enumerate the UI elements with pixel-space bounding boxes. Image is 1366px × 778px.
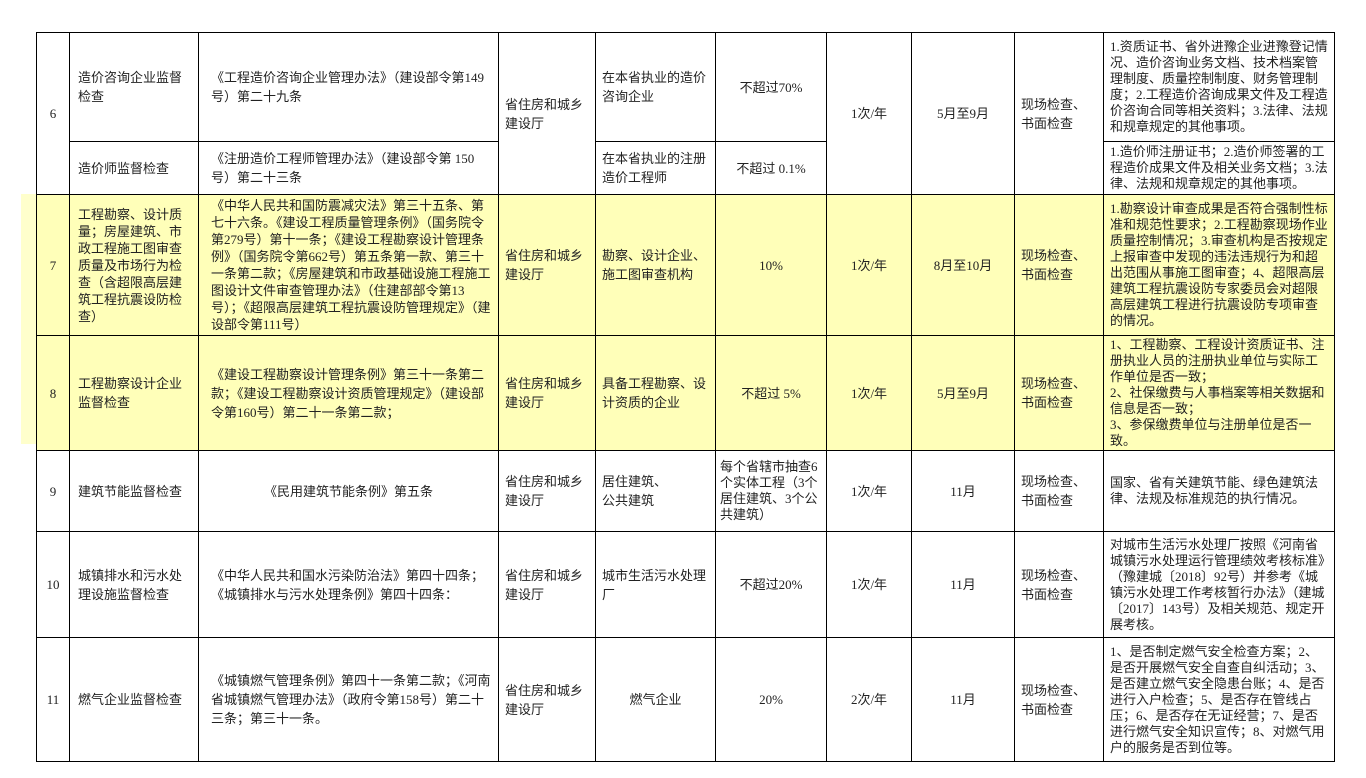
legal-basis: 《民用建筑节能条例》第五条 (198, 450, 499, 532)
inspection-item: 工程勘察、设计质量；房屋建筑、市政工程施工图审查质量及市场行为检查（含超限高层建… (69, 194, 199, 336)
inspection-item: 建筑节能监督检查 (69, 450, 199, 532)
table-row: 8 工程勘察设计企业监督检查 《建设工程勘察设计管理条例》第三十一条第二款；《建… (36, 335, 1335, 451)
table-row: 6 造价咨询企业监督检查 《工程造价咨询企业管理办法》（建设部令第149号）第二… (36, 32, 1335, 195)
row-number: 7 (36, 194, 70, 336)
inspection-content: 1.造价师注册证书；2.造价师签署的工程造价成果文件及相关业务文档；3.法律、法… (1103, 141, 1335, 195)
sampling-ratio: 不超过70% (715, 32, 827, 142)
inspection-object: 居住建筑、 公共建筑 (595, 450, 716, 532)
inspection-item: 工程勘察设计企业监督检查 (69, 335, 199, 451)
time-period: 11月 (911, 531, 1015, 638)
legal-basis: 《工程造价咨询企业管理办法》（建设部令第149号）第二十九条 (198, 32, 499, 142)
frequency: 2次/年 (826, 637, 912, 762)
inspection-object: 在本省执业的造价咨询企业 (595, 32, 716, 142)
inspection-content: 1、工程勘察、工程设计资质证书、注册执业人员的注册执业单位与实际工作单位是否一致… (1103, 335, 1335, 451)
department: 省住房和城乡建设厅 (498, 32, 596, 195)
method: 现场检查、书面检查 (1014, 32, 1104, 195)
frequency: 1次/年 (826, 450, 912, 532)
table-row: 造价师监督检查 《注册造价工程师管理办法》（建设部令第 150号）第二十三条 在… (37, 141, 1335, 195)
time-period: 11月 (911, 450, 1015, 532)
inspection-table: 6 造价咨询企业监督检查 《工程造价咨询企业管理办法》（建设部令第149号）第二… (36, 32, 1335, 762)
time-period: 8月至10月 (911, 194, 1015, 336)
table-row: 7 工程勘察、设计质量；房屋建筑、市政工程施工图审查质量及市场行为检查（含超限高… (36, 194, 1335, 336)
inspection-content: 国家、省有关建筑节能、绿色建筑法律、法规及标准规范的执行情况。 (1103, 450, 1335, 532)
department: 省住房和城乡建设厅 (498, 531, 596, 638)
frequency: 1次/年 (826, 335, 912, 451)
legal-basis: 《注册造价工程师管理办法》（建设部令第 150号）第二十三条 (198, 141, 499, 195)
inspection-object: 具备工程勘察、设计资质的企业 (595, 335, 716, 451)
inspection-content: 1.勘察设计审查成果是否符合强制性标准和规范性要求；2.工程勘察现场作业质量控制… (1103, 194, 1335, 336)
sampling-ratio: 不超过 5% (715, 335, 827, 451)
sampling-ratio: 不超过20% (715, 531, 827, 638)
legal-basis: 《建设工程勘察设计管理条例》第三十一条第二款；《建设工程勘察设计资质管理规定》（… (198, 335, 499, 451)
legal-basis: 《中华人民共和国水污染防治法》第四十四条；《城镇排水与污水处理条例》第四十四条： (198, 531, 499, 638)
row-number: 9 (36, 450, 70, 532)
inspection-item: 造价师监督检查 (69, 141, 199, 195)
row-number: 11 (36, 637, 70, 762)
frequency: 1次/年 (826, 531, 912, 638)
row-number: 10 (36, 531, 70, 638)
sampling-ratio: 不超过 0.1% (715, 141, 827, 195)
frequency: 1次/年 (826, 32, 912, 195)
time-period: 5月至9月 (911, 32, 1015, 195)
row-number: 8 (36, 335, 70, 451)
time-period: 5月至9月 (911, 335, 1015, 451)
table-row: 10 城镇排水和污水处理设施监督检查 《中华人民共和国水污染防治法》第四十四条；… (36, 531, 1335, 638)
department: 省住房和城乡建设厅 (498, 335, 596, 451)
sampling-ratio: 20% (715, 637, 827, 762)
inspection-item: 燃气企业监督检查 (69, 637, 199, 762)
legal-basis: 《城镇燃气管理条例》第四十一条第二款；《河南省城镇燃气管理办法》（政府令第158… (198, 637, 499, 762)
method: 现场检查、书面检查 (1014, 531, 1104, 638)
inspection-content: 1、是否制定燃气安全检查方案；2、是否开展燃气安全自查自纠活动；3、是否建立燃气… (1103, 637, 1335, 762)
time-period: 11月 (911, 637, 1015, 762)
sampling-ratio: 每个省辖市抽查6个实体工程（3个居住建筑、3个公共建筑） (715, 450, 827, 532)
inspection-content: 对城市生活污水处理厂按照《河南省城镇污水处理运行管理绩效考核标准》（豫建城〔20… (1103, 531, 1335, 638)
inspection-object: 燃气企业 (595, 637, 716, 762)
inspection-object: 勘察、设计企业、施工图审查机构 (595, 194, 716, 336)
department: 省住房和城乡建设厅 (498, 450, 596, 532)
method: 现场检查、书面检查 (1014, 335, 1104, 451)
frequency: 1次/年 (826, 194, 912, 336)
table-row: 11 燃气企业监督检查 《城镇燃气管理条例》第四十一条第二款；《河南省城镇燃气管… (36, 637, 1335, 762)
inspection-object: 城市生活污水处理厂 (595, 531, 716, 638)
inspection-object: 在本省执业的注册造价工程师 (595, 141, 716, 195)
inspection-content: 1.资质证书、省外进豫企业进豫登记情况、造价咨询业务文档、技术档案管理制度、质量… (1103, 32, 1335, 142)
inspection-item: 造价咨询企业监督检查 (69, 32, 199, 142)
row-number: 6 (36, 32, 70, 195)
method: 现场检查、书面检查 (1014, 637, 1104, 762)
department: 省住房和城乡建设厅 (498, 194, 596, 336)
sampling-ratio: 10% (715, 194, 827, 336)
method: 现场检查、书面检查 (1014, 194, 1104, 336)
method: 现场检查、书面检查 (1014, 450, 1104, 532)
legal-basis: 《中华人民共和国防震减灾法》第三十五条、第七十六条。《建设工程质量管理条例》（国… (198, 194, 499, 336)
table-row: 9 建筑节能监督检查 《民用建筑节能条例》第五条 省住房和城乡建设厅 居住建筑、… (36, 450, 1335, 532)
inspection-item: 城镇排水和污水处理设施监督检查 (69, 531, 199, 638)
department: 省住房和城乡建设厅 (498, 637, 596, 762)
margin-highlight (21, 194, 36, 444)
